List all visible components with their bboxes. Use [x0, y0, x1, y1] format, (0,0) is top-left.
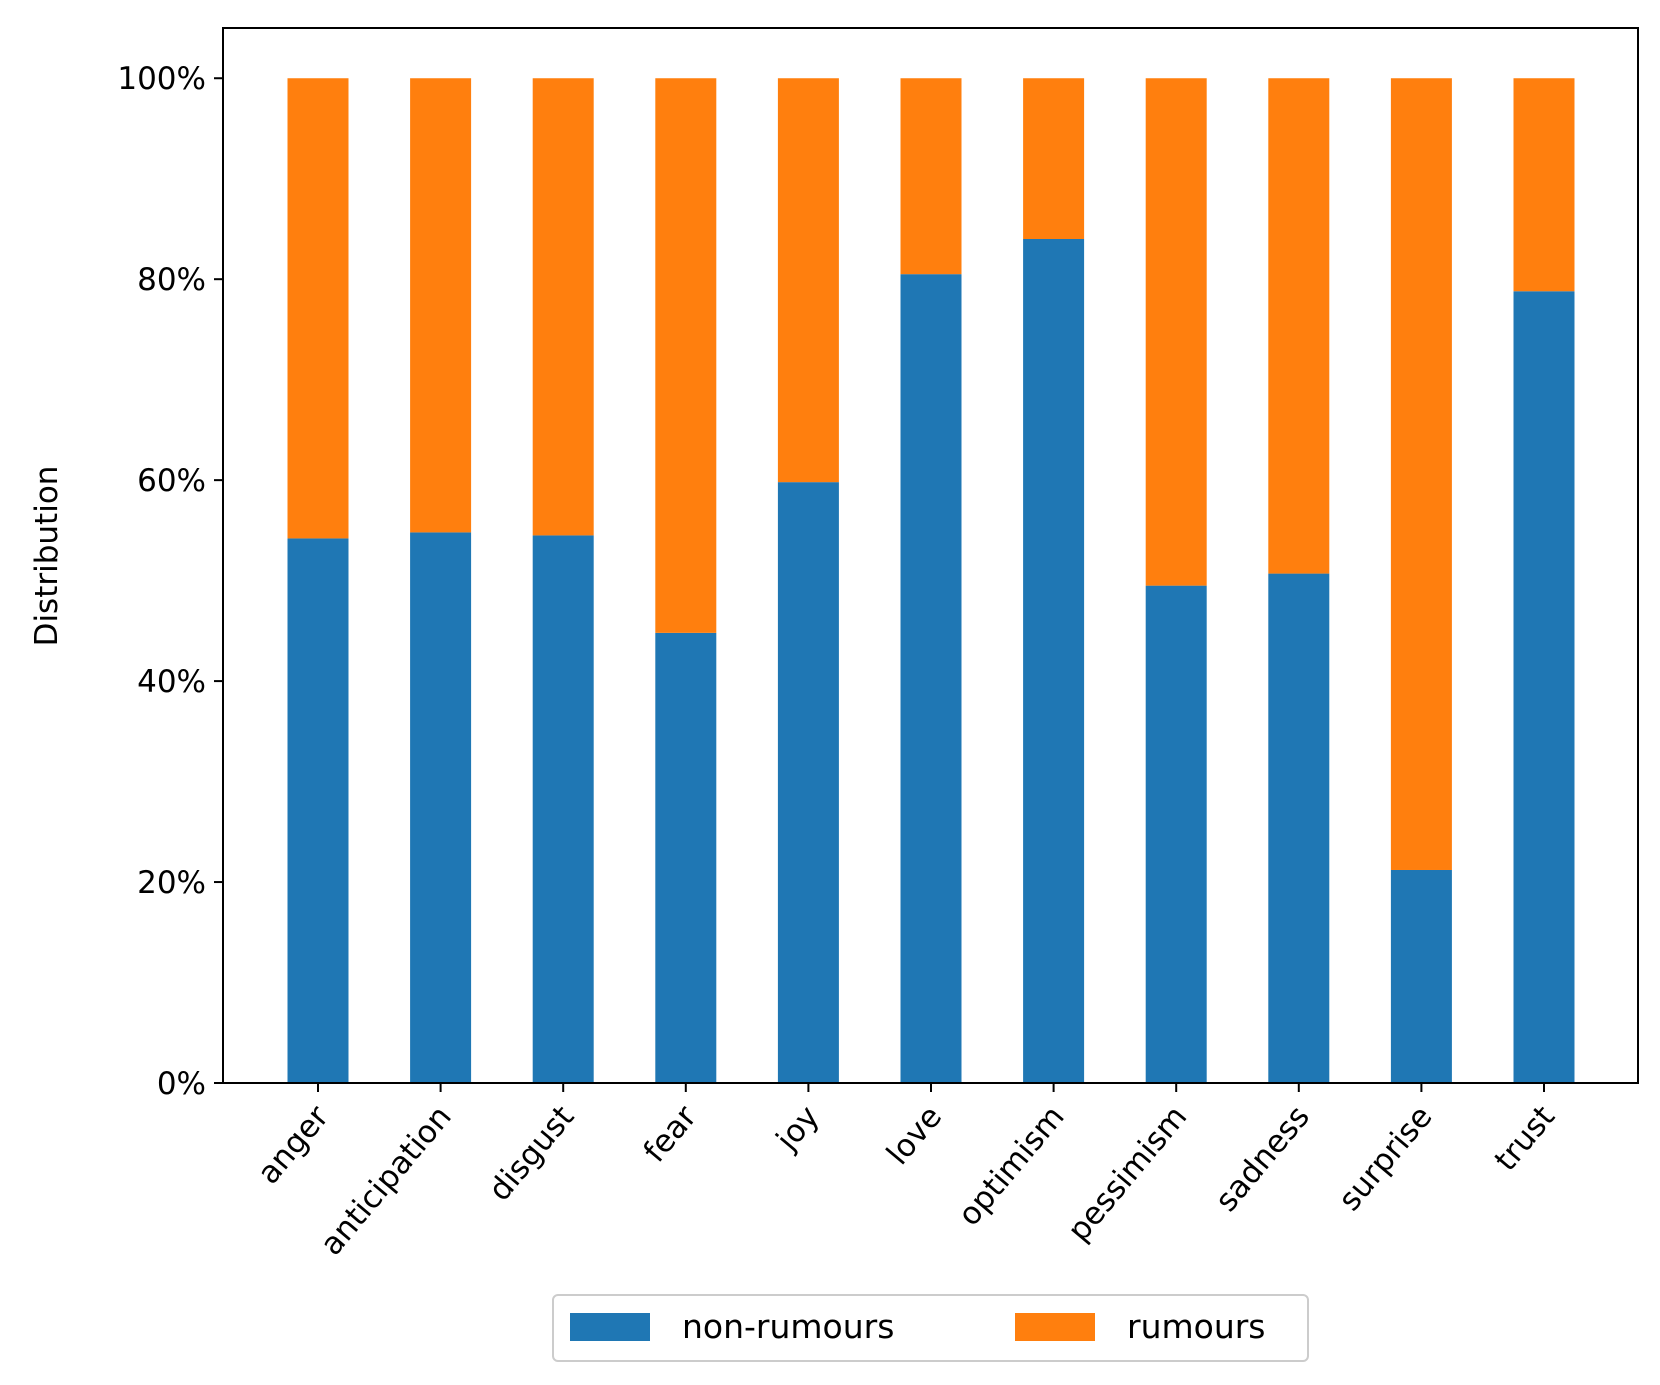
- bar-surprise-rumours: [1390, 78, 1452, 870]
- legend-swatch-non-rumours: [570, 1313, 650, 1341]
- bar-fear-non-rumours: [655, 632, 717, 1083]
- bar-trust-non-rumours: [1513, 291, 1575, 1083]
- x-tick-label-sadness: sadness: [1208, 1099, 1316, 1219]
- x-tick-label-anticipation: anticipation: [313, 1099, 458, 1262]
- bar-anger-rumours: [287, 78, 349, 539]
- bar-optimism-non-rumours: [1023, 239, 1085, 1083]
- x-tick-label-joy: joy: [769, 1099, 827, 1158]
- legend-frame: [552, 1294, 1309, 1362]
- x-tick-label-love: love: [880, 1099, 949, 1172]
- x-tick-label-pessimism: pessimism: [1061, 1099, 1195, 1248]
- x-tick-label-anger: anger: [251, 1099, 337, 1191]
- bar-anticipation-non-rumours: [410, 532, 472, 1083]
- x-tick-label-disgust: disgust: [482, 1099, 582, 1208]
- bar-joy-rumours: [777, 78, 839, 483]
- x-tick-label-fear: fear: [637, 1099, 704, 1170]
- legend-label-rumours: rumours: [1127, 1307, 1266, 1346]
- bar-sadness-non-rumours: [1268, 573, 1330, 1083]
- x-tick-label-optimism: optimism: [951, 1099, 1072, 1233]
- bar-surprise-non-rumours: [1390, 869, 1452, 1083]
- bar-pessimism-rumours: [1145, 78, 1207, 586]
- bar-love-rumours: [900, 78, 962, 275]
- x-tick-label-trust: trust: [1488, 1099, 1562, 1178]
- bar-disgust-non-rumours: [532, 535, 594, 1083]
- y-axis: 0% 20% 40% 60% 80% 100%: [117, 61, 223, 1102]
- legend-swatch-rumours: [1015, 1313, 1095, 1341]
- bar-trust-rumours: [1513, 78, 1575, 292]
- y-tick-label: 40%: [137, 664, 206, 700]
- bar-fear-rumours: [655, 78, 717, 633]
- y-axis-label: Distribution: [29, 466, 65, 647]
- y-tick-label: 80%: [137, 262, 206, 298]
- y-tick-label: 20%: [137, 865, 206, 901]
- y-tick-label: 100%: [117, 61, 206, 97]
- x-tick-label-surprise: surprise: [1332, 1099, 1440, 1218]
- bar-love-non-rumours: [900, 274, 962, 1083]
- bar-joy-non-rumours: [777, 482, 839, 1083]
- bar-optimism-rumours: [1023, 78, 1085, 240]
- legend: non-rumours rumours: [552, 1294, 1309, 1362]
- legend-label-non-rumours: non-rumours: [682, 1307, 894, 1346]
- y-tick-label: 0%: [157, 1066, 206, 1102]
- bar-disgust-rumours: [532, 78, 594, 536]
- bar-anticipation-rumours: [410, 78, 472, 533]
- bar-pessimism-non-rumours: [1145, 585, 1207, 1083]
- bars-group: [287, 78, 1575, 1083]
- bar-sadness-rumours: [1268, 78, 1330, 574]
- y-tick-label: 60%: [137, 463, 206, 499]
- bar-anger-non-rumours: [287, 538, 349, 1083]
